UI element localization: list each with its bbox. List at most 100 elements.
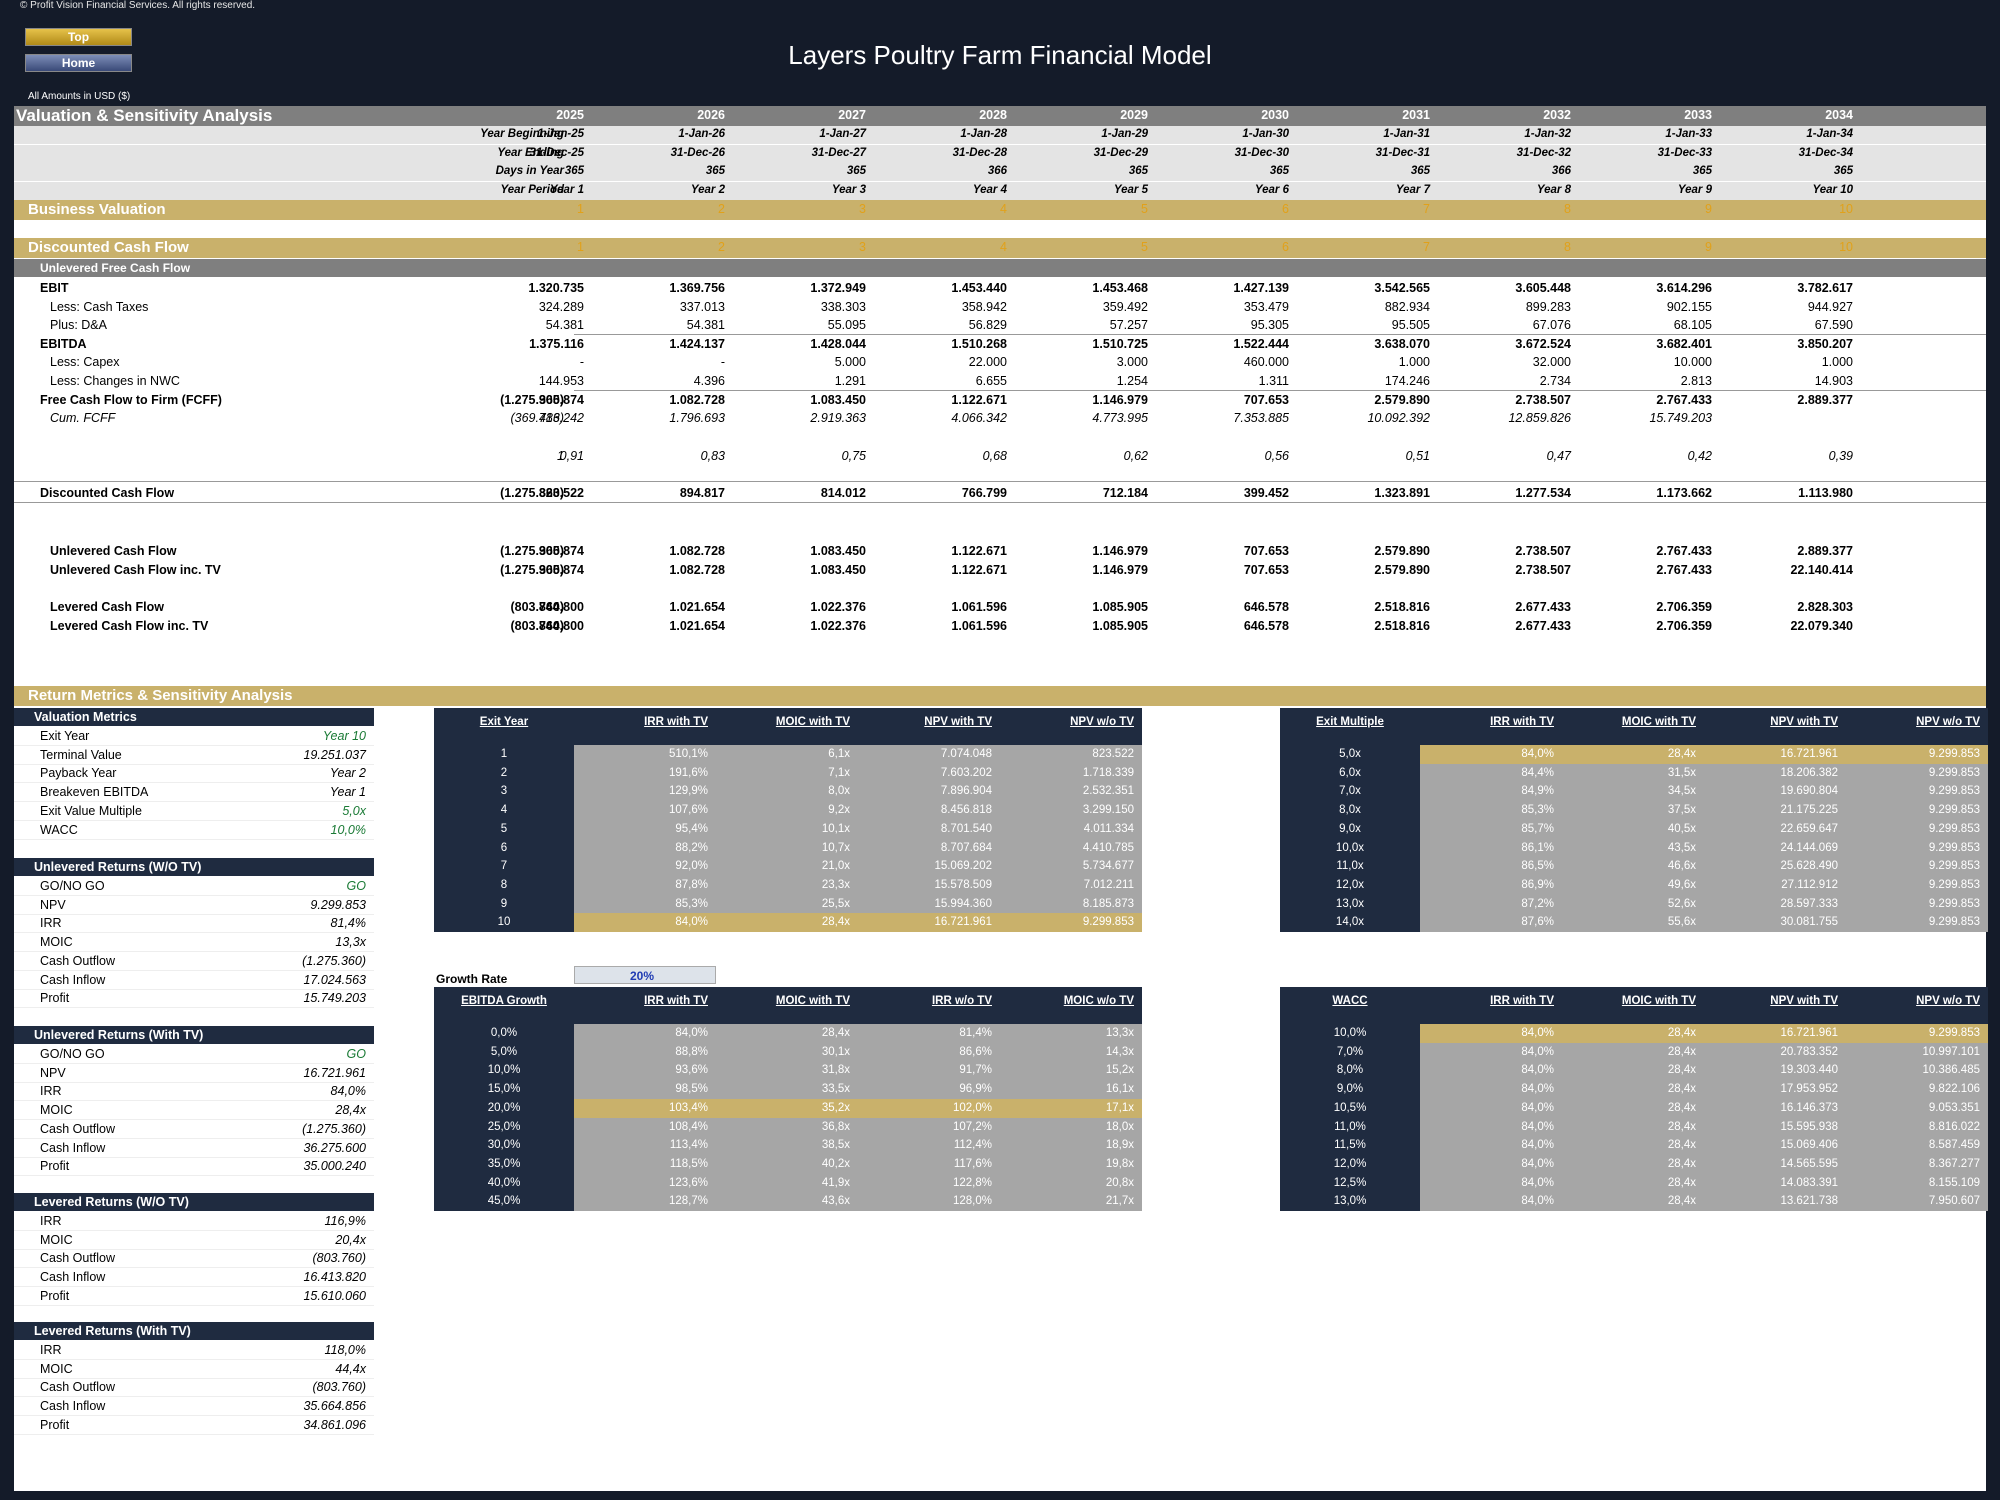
table-cell: 25.628.490 [1704, 857, 1846, 877]
metric-value: 118,0% [324, 1343, 366, 1357]
panel-title: Levered Returns (W/O TV) [34, 1195, 189, 1209]
divider-line [574, 390, 1986, 391]
fin-row-value: 54.381 [686, 318, 725, 333]
metric-row: IRR 116,9% [14, 1212, 374, 1231]
fin-row: EBITDA 1.375.116 1.424.137 1.428.044 1.510.2… [14, 335, 1986, 353]
fin-row-value: 2.767.433 [1656, 392, 1712, 407]
period-row-value: Year 6 [1254, 183, 1289, 196]
table-cell: 118,5% [574, 1154, 716, 1174]
table-row-label: 4 [434, 801, 574, 821]
ufcf-header-label: Unlevered Free Cash Flow [40, 261, 191, 275]
table-header: NPV with TV [858, 708, 1000, 736]
fin-row-label: EBITDA [40, 336, 87, 351]
table-row-label: 10,0% [1280, 1024, 1420, 1043]
cash-flow-row-value: 2.677.433 [1515, 618, 1571, 633]
period-row-value: Year 7 [1395, 183, 1430, 196]
fin-row-value: 15.749.203 [1649, 411, 1712, 426]
fin-row-value: 1.320.735 [528, 281, 584, 295]
table-cell: 55,6x [1562, 913, 1704, 933]
period-row: Year Beginning 1-Jan-25 1-Jan-26 1-Jan-27 1-… [14, 126, 1986, 144]
table-cell: 16.721.961 [858, 913, 1000, 933]
table-cell: 13,3x [1000, 1024, 1142, 1043]
discount-factor-row-value: 0,62 [1123, 449, 1148, 463]
table-cell: 123,6% [574, 1173, 716, 1193]
metric-value: 17.024.563 [303, 972, 366, 987]
table-cell: 16.721.961 [1704, 745, 1846, 764]
table-cell: 33,5x [716, 1080, 858, 1100]
metric-row: GO/NO GO GO [14, 877, 374, 896]
table-cell: 87,6% [1420, 913, 1562, 933]
fin-row-value: 67.076 [1532, 318, 1571, 333]
table-cell: 27.112.912 [1704, 875, 1846, 895]
metric-label: Exit Value Multiple [40, 803, 142, 818]
table-cell: 84,0% [1420, 1024, 1562, 1043]
metric-label: IRR [40, 1214, 62, 1228]
section-header-label: Valuation & Sensitivity Analysis [16, 106, 273, 125]
fin-row-value: 14.903 [1814, 374, 1853, 388]
table-cell: 8.367.277 [1846, 1154, 1988, 1174]
metric-value: 84,0% [330, 1084, 366, 1099]
table-row-label: 15,0% [434, 1080, 574, 1100]
growth-rate-input[interactable]: 20% [574, 966, 716, 984]
period-row: Year Ending 31-Dec-25 31-Dec-26 31-Dec-27 31… [14, 144, 1986, 163]
table-cell: 28,4x [1562, 1192, 1704, 1212]
table-cell: 823.522 [1000, 745, 1142, 764]
table-row-label: 13,0x [1280, 894, 1420, 914]
fin-row-value: 1.082.728 [669, 392, 725, 407]
discount-factor-row-value: 0,91 [559, 449, 584, 463]
table-cell: 19,8x [1000, 1154, 1142, 1174]
table-row-label: 2 [434, 763, 574, 783]
metric-row: Cash Outflow (803.760) [14, 1378, 374, 1398]
fin-row-value: 6.655 [975, 374, 1007, 388]
table-cell: 24.144.069 [1704, 838, 1846, 858]
section-header: Valuation & Sensitivity Analysis 2025 2026… [14, 106, 1986, 126]
table-row-label: 1 [434, 745, 574, 764]
period-row-value: 1-Jan-34 [1806, 128, 1853, 140]
metric-row: WACC 10,0% [14, 821, 374, 840]
table-cell: 21,0x [716, 857, 858, 877]
table-cell: 129,9% [574, 782, 716, 802]
cash-flow-row-value: 2.828.303 [1797, 600, 1853, 614]
table-cell: 21.175.225 [1704, 801, 1846, 821]
table-cell: 28,4x [1562, 1136, 1704, 1156]
table-cell: 92,0% [574, 857, 716, 877]
page-title: Layers Poultry Farm Financial Model [788, 40, 1212, 70]
table-row-label: 12,0x [1280, 875, 1420, 895]
dcf-header-value: 4 [1000, 240, 1007, 254]
period-row-value: 31-Dec-28 [952, 146, 1007, 159]
discount-factor-row-value: 0,42 [1687, 449, 1712, 463]
period-row-value: 1-Jan-27 [819, 128, 866, 140]
fin-row-value: 1.510.268 [951, 336, 1007, 351]
period-row-value: Year 3 [831, 183, 866, 196]
table-cell: 8.816.022 [1846, 1117, 1988, 1137]
fin-row-value: 95.305 [1250, 318, 1289, 333]
cash-flow-row-value: 1.122.671 [951, 544, 1007, 558]
home-button[interactable]: Home [25, 54, 132, 72]
fin-row-value: 5.000 [834, 355, 866, 370]
fin-row-value: 10.000 [1673, 355, 1712, 370]
period-row-value: 365 [846, 165, 866, 177]
fin-row-value: 32.000 [1532, 355, 1571, 370]
cash-flow-row-initial: (803.760) [510, 600, 564, 614]
table-cell: 9.299.853 [1846, 763, 1988, 783]
metric-label: Profit [40, 1288, 70, 1303]
metric-value: 19.251.037 [303, 747, 366, 762]
cash-flow-row-value: 1.146.979 [1092, 544, 1148, 558]
table-cell: 28,4x [1562, 1173, 1704, 1193]
cash-flow-row-value: 905.874 [538, 544, 584, 558]
top-button[interactable]: Top [25, 28, 132, 46]
period-row-value: 365 [1410, 165, 1430, 177]
fin-row-value: 1.428.044 [810, 336, 866, 351]
cash-flow-row-value: 2.767.433 [1656, 562, 1712, 577]
metric-value: 16.413.820 [303, 1270, 366, 1285]
table-cell: 30,1x [716, 1042, 858, 1062]
sensitivity-table: WACC IRR with TV MOIC with TV NPV with TV NP… [1280, 987, 1988, 1227]
discount-factor-row-value: 0,39 [1828, 449, 1853, 463]
sensitivity-table: EBITDA Growth IRR with TV MOIC with TV IRR … [434, 987, 1142, 1227]
cash-flow-row-value: 2.677.433 [1515, 600, 1571, 614]
metric-label: NPV [40, 897, 66, 912]
table-cell: 25,5x [716, 894, 858, 914]
table-row-label: 7 [434, 857, 574, 877]
table-cell: 95,4% [574, 819, 716, 839]
business-valuation-header-value: 8 [1564, 202, 1571, 216]
